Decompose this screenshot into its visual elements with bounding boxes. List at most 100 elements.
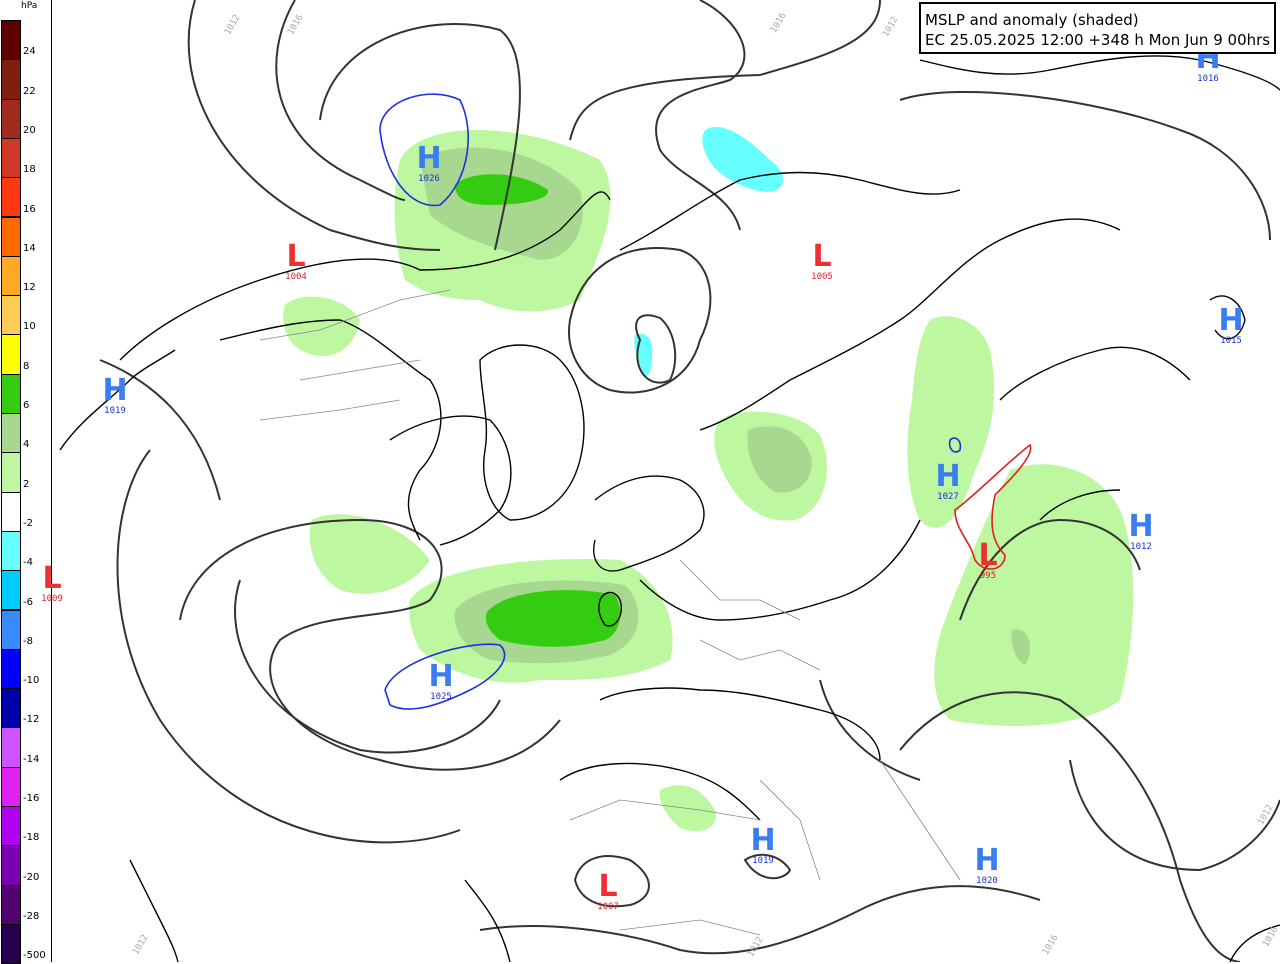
high-pressure-center: H 1019 <box>743 823 783 867</box>
legend-swatch <box>1 20 21 61</box>
legend-swatch <box>1 688 21 729</box>
title-box: MSLP and anomaly (shaded) EC 25.05.2025 … <box>919 2 1276 54</box>
anomaly-shading <box>283 126 1134 831</box>
legend-swatch <box>1 137 21 179</box>
legend-label: -20 <box>23 871 40 883</box>
center-letter: L <box>286 239 306 274</box>
center-letter: L <box>598 869 618 904</box>
legend-swatch <box>1 727 21 768</box>
legend-label: 22 <box>23 85 36 97</box>
low-pressure-center: L 1005 <box>802 239 842 283</box>
legend-label: 18 <box>23 164 36 176</box>
legend-swatch <box>1 59 21 100</box>
high-pressure-center: H 1025 <box>421 659 461 703</box>
legend-label: 8 <box>23 360 30 372</box>
legend-swatch <box>1 923 21 964</box>
legend-swatch <box>1 98 21 139</box>
center-value: 1012 <box>1130 542 1152 552</box>
legend-swatch <box>1 884 21 925</box>
center-value: 1026 <box>418 174 440 184</box>
center-value: 1004 <box>285 272 307 282</box>
center-letter: H <box>102 373 128 408</box>
center-value: 1009 <box>41 594 63 604</box>
map-canvas: H 1026 L 1004 L 1005 H 1016 H 1015 H 1019 L 1009 H 1027… <box>41 0 1280 962</box>
legend-swatch <box>1 216 21 257</box>
low-pressure-center: L 1009 <box>32 561 72 605</box>
center-value: 1027 <box>937 492 959 502</box>
center-letter: L <box>812 239 832 274</box>
legend-label: 14 <box>23 242 36 254</box>
high-pressure-center: H 1015 <box>1211 303 1251 347</box>
legend-label: -6 <box>23 596 33 608</box>
legend-label: -12 <box>23 714 40 726</box>
highlighted-isobars <box>379 93 1032 710</box>
center-value: 1019 <box>752 856 774 866</box>
center-value: 1015 <box>1220 336 1242 346</box>
legend-swatch <box>1 491 21 532</box>
low-pressure-center: L 1004 <box>276 239 316 283</box>
center-value: 1016 <box>1197 74 1219 84</box>
legend-label: 4 <box>23 439 30 451</box>
legend-label: 20 <box>23 124 36 136</box>
legend-unit: hPa <box>21 1 38 11</box>
center-letter: H <box>428 659 454 694</box>
chart-title: MSLP and anomaly (shaded) <box>925 11 1139 29</box>
legend-label: 6 <box>23 400 30 411</box>
center-value: 1025 <box>430 692 452 702</box>
high-pressure-center: H 1012 <box>1121 509 1161 553</box>
legend-swatch <box>1 452 21 493</box>
legend-label: -8 <box>23 635 33 647</box>
legend-swatch <box>1 530 21 572</box>
isobars <box>99 0 1280 962</box>
legend-label: 2 <box>23 478 30 490</box>
center-letter: H <box>974 843 1000 878</box>
center-value: 995 <box>979 571 997 581</box>
legend-swatch <box>1 845 21 886</box>
legend-label: -16 <box>23 793 40 804</box>
legend-label: 12 <box>23 282 36 294</box>
legend-label: 24 <box>23 46 36 58</box>
high-pressure-center: H 1019 <box>95 373 135 417</box>
legend-label: 16 <box>23 203 36 215</box>
chart-subtitle: EC 25.05.2025 12:00 +348 h Mon Jun 9 00h… <box>925 31 1271 49</box>
legend-label: 10 <box>23 321 36 333</box>
center-letter: H <box>416 141 442 176</box>
low-pressure-center: L 995 <box>968 538 1008 582</box>
center-letter: L <box>978 538 998 573</box>
center-letter: H <box>1218 303 1244 338</box>
legend-label: -4 <box>23 557 33 569</box>
legend-label: -10 <box>23 675 40 687</box>
legend-label: -14 <box>23 753 40 765</box>
map-layers <box>59 0 1280 962</box>
center-letter: L <box>42 561 62 596</box>
legend-label: -28 <box>23 910 40 922</box>
center-value: 1007 <box>597 902 619 912</box>
legend-swatch <box>1 255 21 297</box>
legend-swatch <box>1 806 21 847</box>
legend-swatch <box>1 766 21 807</box>
legend-label: -2 <box>23 517 33 529</box>
center-letter: H <box>935 459 961 494</box>
high-pressure-center: H 1027 <box>928 459 968 503</box>
center-value: 1005 <box>811 272 833 282</box>
legend-swatch <box>1 295 21 336</box>
center-value: 1019 <box>104 406 126 416</box>
center-value: 1020 <box>976 876 998 886</box>
center-letter: H <box>1128 509 1154 544</box>
legend-swatch <box>1 373 21 414</box>
legend-label: -500 <box>23 950 46 962</box>
color-legend: hPa 24 22 20 18 16 14 12 10 8 6 4 2 -2 -4 -6 -8 -10 -12 -1… <box>0 0 52 964</box>
legend-swatch <box>1 609 21 650</box>
high-pressure-center: H 1026 <box>409 141 449 185</box>
legend-swatch <box>1 413 21 454</box>
low-pressure-center: L 1007 <box>588 869 628 913</box>
legend-swatch <box>1 177 21 218</box>
high-pressure-center: H 1020 <box>967 843 1007 887</box>
coastlines <box>59 55 1280 962</box>
legend-swatch <box>1 648 21 690</box>
legend-swatch <box>1 570 21 611</box>
legend-swatch <box>1 334 21 375</box>
center-letter: H <box>750 823 776 858</box>
legend-label: -18 <box>23 832 40 844</box>
country-borders <box>259 289 961 936</box>
